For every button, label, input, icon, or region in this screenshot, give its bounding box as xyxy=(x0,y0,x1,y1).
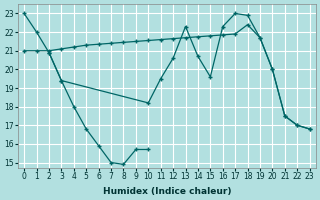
X-axis label: Humidex (Indice chaleur): Humidex (Indice chaleur) xyxy=(103,187,231,196)
